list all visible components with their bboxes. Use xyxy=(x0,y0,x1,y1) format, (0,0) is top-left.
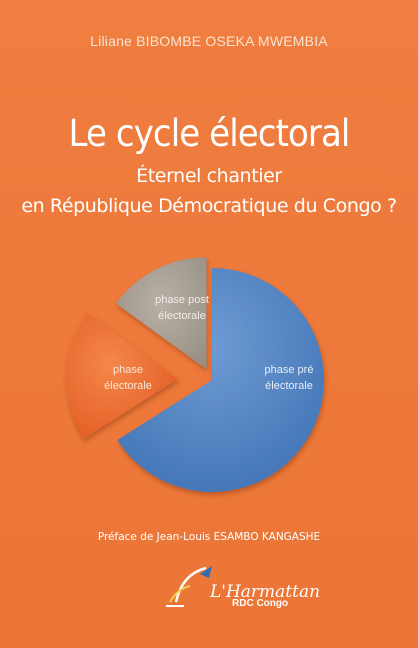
author-name: Liliane BIBOMBE OSEKA MWEMBIA xyxy=(90,33,328,49)
slice-label-electoral: phase électorale xyxy=(93,362,163,394)
slice-label-pre-line2: électorale xyxy=(265,380,313,392)
pie-slice-electoral xyxy=(66,313,179,439)
pie-slice-post-electoral xyxy=(115,257,207,370)
slice-label-electoral-line2: électorale xyxy=(104,380,152,392)
preface-credit: Préface de Jean-Louis ESAMBO KANGASHE xyxy=(97,531,321,543)
slice-label-electoral-line1: phase xyxy=(113,364,143,376)
slice-label-post: phase post électorale xyxy=(142,292,222,324)
slice-label-post-line1: phase post xyxy=(155,294,209,306)
subtitle-line-1: Éternel chantier xyxy=(136,165,282,187)
book-title: Le cycle électoral xyxy=(68,112,351,155)
pie-slice-pre-electoral xyxy=(117,268,324,493)
subtitle-line-2: en République Démocratique du Congo ? xyxy=(21,195,397,217)
slice-label-pre: phase pré électorale xyxy=(244,362,334,394)
slice-label-pre-line1: phase pré xyxy=(264,364,314,376)
publisher-subtitle: RDC Congo xyxy=(232,598,289,609)
slice-label-post-line2: électorale xyxy=(158,310,206,322)
harmattan-logo-icon xyxy=(166,566,212,607)
publisher-name: L'Harmattan xyxy=(210,582,321,602)
